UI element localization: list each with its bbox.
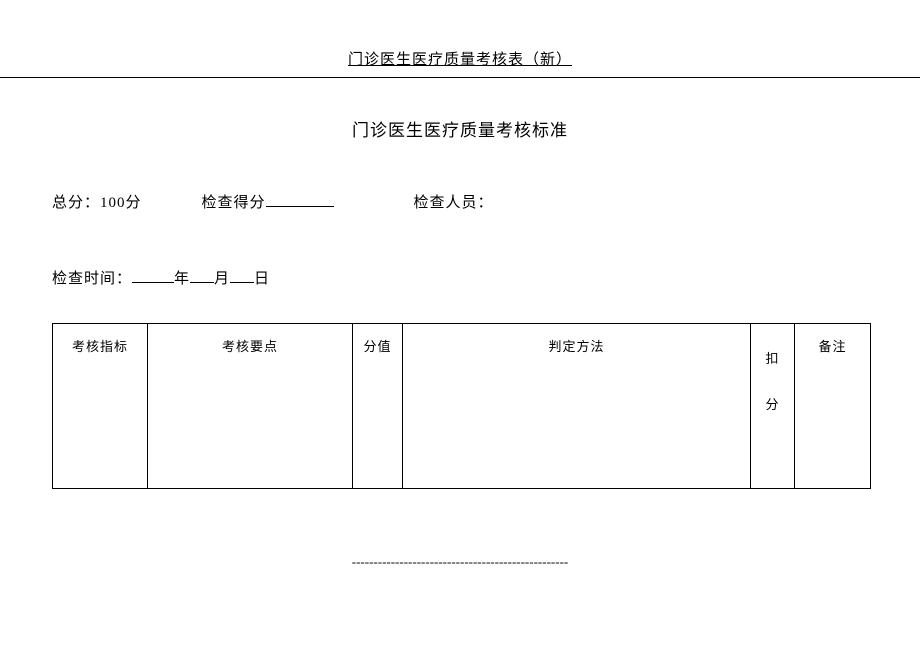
subtitle: 门诊医生医疗质量考核标准: [0, 116, 920, 141]
col-keypoints: 考核要点: [148, 324, 353, 489]
col-indicator: 考核指标: [53, 324, 148, 489]
month-blank: [190, 268, 214, 283]
table-header-row: 考核指标 考核要点 分值 判定方法 扣 分 备注: [53, 324, 871, 489]
check-score-label: 检查得分: [202, 195, 266, 211]
footer-dashes: ----------------------------------------…: [0, 554, 920, 570]
date-label: 检查时间：: [52, 271, 132, 287]
header-title: 门诊医生医疗质量考核表（新）: [0, 0, 920, 77]
year-label: 年: [174, 271, 190, 287]
deduct-top: 扣: [751, 336, 794, 382]
day-blank: [230, 268, 254, 283]
score-blank: [266, 192, 334, 207]
col-method: 判定方法: [403, 324, 751, 489]
col-remark: 备注: [795, 324, 871, 489]
day-label: 日: [254, 271, 270, 287]
date-line: 检查时间： 年 月 日: [0, 267, 920, 288]
inspector-label: 检查人员：: [414, 195, 494, 211]
header-rule: [0, 77, 920, 78]
col-deduct: 扣 分: [751, 324, 795, 489]
deduct-bot: 分: [751, 382, 794, 428]
year-blank: [132, 268, 174, 283]
col-score: 分值: [353, 324, 403, 489]
assessment-table: 考核指标 考核要点 分值 判定方法 扣 分 备注: [52, 323, 871, 489]
info-line: 总分：100分 检查得分 检查人员：: [0, 191, 920, 212]
month-label: 月: [214, 271, 230, 287]
document-container: 门诊医生医疗质量考核表（新） 门诊医生医疗质量考核标准 总分：100分检查得分检…: [0, 0, 920, 651]
total-score-label: 总分：100分: [52, 195, 142, 211]
